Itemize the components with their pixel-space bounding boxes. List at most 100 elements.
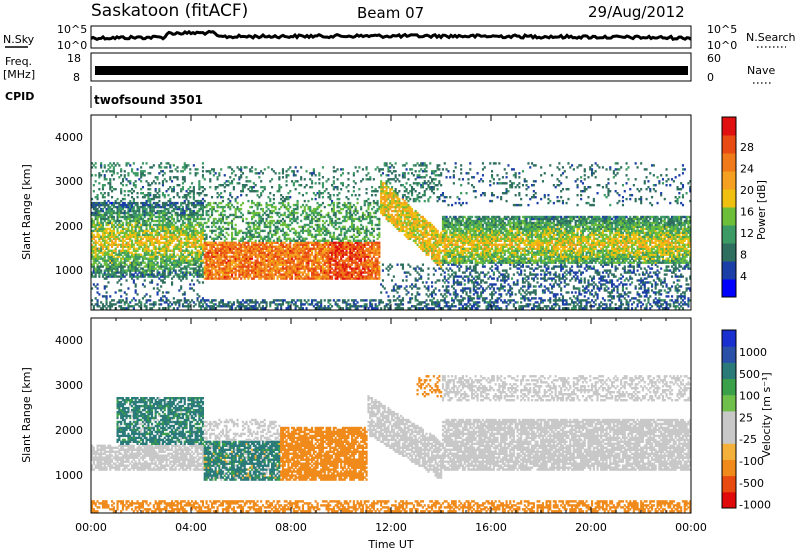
power-cell	[256, 271, 259, 274]
power-cell	[205, 225, 208, 229]
power-cell	[258, 221, 261, 225]
power-cell	[311, 211, 314, 215]
power-cell	[201, 261, 205, 264]
power-cell	[158, 251, 161, 254]
power-cell	[276, 219, 279, 223]
power-cell	[169, 164, 172, 167]
power-cell	[120, 277, 123, 280]
power-cell	[196, 241, 199, 244]
power-cell	[140, 180, 143, 183]
power-cell	[232, 301, 235, 304]
power-cell	[321, 192, 325, 195]
power-cell	[336, 253, 339, 256]
power-cell	[154, 249, 157, 252]
power-cell	[131, 245, 134, 248]
power-cell	[329, 263, 332, 266]
power-cell	[171, 249, 174, 252]
power-cell	[269, 273, 272, 276]
power-cell	[127, 221, 130, 225]
power-cell	[125, 233, 128, 237]
power-cell	[172, 207, 175, 211]
power-cell	[345, 211, 348, 215]
power-cell	[256, 172, 259, 175]
power-cell	[261, 239, 265, 242]
power-cell	[305, 307, 308, 310]
power-cell	[152, 247, 155, 250]
power-cell	[187, 261, 190, 264]
power-cell	[221, 225, 225, 229]
power-cell	[171, 227, 174, 231]
power-cell	[120, 299, 123, 302]
power-cell	[291, 265, 294, 268]
power-cell	[132, 225, 135, 229]
power-cell	[300, 229, 303, 233]
power-cell	[265, 219, 268, 223]
power-cell	[180, 213, 183, 217]
power-cell	[192, 188, 195, 191]
power-cell	[314, 275, 317, 278]
power-cell	[247, 275, 250, 278]
power-cell	[174, 259, 177, 262]
power-cell	[329, 241, 332, 244]
power-cell	[105, 241, 108, 244]
power-cell	[316, 265, 319, 268]
power-cell	[196, 217, 199, 221]
power-cell	[332, 225, 335, 229]
power-cell	[280, 239, 283, 242]
power-cell	[171, 217, 174, 221]
power-cell	[176, 201, 179, 205]
power-cell	[278, 261, 281, 264]
power-cell	[354, 277, 357, 280]
power-cell	[111, 245, 114, 248]
power-cell	[178, 196, 181, 199]
power-cell	[136, 231, 139, 235]
power-cell	[261, 299, 265, 302]
power-cell	[296, 269, 299, 272]
power-cell	[251, 229, 254, 233]
power-cell	[101, 251, 105, 254]
power-cell	[196, 257, 199, 260]
power-cell	[198, 186, 201, 189]
power-cell	[149, 261, 152, 264]
power-cell	[267, 221, 270, 225]
power-cell	[120, 203, 123, 207]
power-cell	[176, 217, 179, 221]
power-cell	[171, 261, 174, 264]
power-cell	[267, 261, 270, 264]
power-cell	[149, 225, 152, 229]
power-cell	[94, 269, 97, 272]
power-cell	[174, 263, 177, 266]
power-cell	[211, 209, 214, 213]
power-cell	[112, 257, 115, 260]
power-cell	[152, 245, 155, 248]
power-cell	[291, 275, 294, 278]
power-cell	[129, 239, 132, 242]
power-cell	[94, 235, 97, 239]
power-cell	[191, 259, 194, 262]
power-cell	[280, 197, 283, 201]
power-cell	[249, 305, 252, 308]
power-cell	[209, 245, 212, 248]
power-cell	[105, 227, 108, 231]
power-cell	[127, 194, 130, 197]
power-cell	[116, 275, 119, 278]
power-cell	[205, 273, 208, 276]
power-cell	[185, 190, 188, 193]
power-cell	[158, 245, 161, 248]
power-cell	[285, 184, 288, 187]
power-cell	[336, 303, 339, 306]
power-cell	[227, 180, 230, 183]
power-cell	[132, 255, 135, 258]
power-cell	[245, 255, 248, 258]
power-cell	[278, 255, 281, 258]
power-cell	[167, 235, 170, 239]
power-cell	[109, 275, 112, 278]
power-cell	[181, 201, 185, 205]
power-cell	[349, 239, 352, 242]
power-cell	[107, 257, 110, 260]
power-cell	[183, 221, 186, 225]
power-cell	[321, 249, 325, 252]
power-cell	[209, 277, 212, 280]
power-cell	[203, 194, 206, 197]
power-cell	[229, 251, 232, 254]
